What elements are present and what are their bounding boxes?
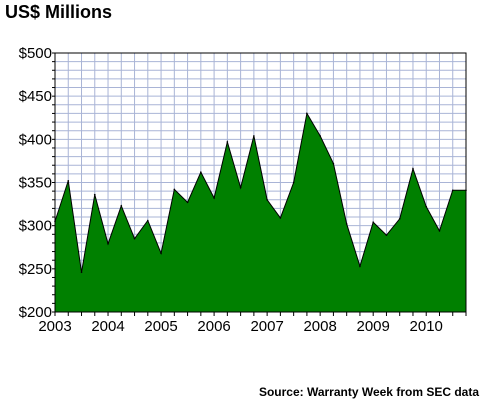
x-tick-label: 2010: [410, 318, 443, 335]
area-fill: [55, 113, 466, 313]
data-point: [93, 193, 96, 196]
y-tick-label: $200: [19, 304, 52, 321]
series-area: [54, 112, 467, 313]
data-point: [120, 205, 123, 207]
data-point: [107, 243, 109, 245]
data-point: [200, 171, 202, 173]
data-point: [253, 135, 255, 137]
x-tick-label: 2004: [91, 318, 124, 335]
x-tick-label: 2007: [250, 318, 283, 335]
y-tick-label: $450: [19, 88, 52, 105]
data-point: [385, 234, 388, 236]
data-point: [239, 186, 242, 189]
x-tick-label: 2006: [197, 318, 230, 335]
data-point: [226, 141, 229, 143]
x-tick-label: 2005: [144, 318, 177, 335]
data-point: [160, 252, 162, 255]
data-point: [80, 271, 83, 274]
x-tick-label: 2003: [38, 318, 71, 335]
data-point: [292, 181, 295, 184]
data-point: [279, 217, 282, 219]
data-point: [398, 217, 401, 220]
axes: [52, 52, 467, 316]
data-point: [345, 223, 348, 225]
data-point: [412, 167, 414, 170]
data-point: [133, 237, 136, 240]
data-point: [147, 219, 149, 222]
data-point: [266, 198, 268, 201]
y-tick-label: $350: [19, 175, 52, 192]
y-tick-label: $400: [19, 131, 52, 148]
source-note: Source: Warranty Week from SEC data: [258, 385, 479, 399]
data-point: [425, 205, 428, 208]
area-outline: [54, 112, 466, 273]
data-point: [438, 230, 441, 232]
data-point: [319, 135, 321, 137]
chart-title: US$ Millions: [5, 2, 113, 22]
x-axis-labels: 2003 2004 2005 2006 2007 2008 2009 2010: [38, 318, 443, 335]
y-tick-label: $250: [19, 261, 52, 278]
y-tick-label: $500: [19, 45, 52, 62]
y-axis-labels: $200 $250 $300 $350 $400 $450 $500: [19, 45, 52, 321]
data-point: [213, 197, 215, 199]
data-point: [67, 179, 70, 182]
y-tick-label: $300: [19, 218, 52, 235]
x-tick-label: 2008: [303, 318, 336, 335]
data-point: [332, 162, 335, 165]
data-point: [173, 188, 176, 191]
data-point: [359, 265, 361, 268]
data-point: [451, 189, 454, 192]
data-point: [186, 201, 189, 204]
data-point: [372, 221, 374, 224]
data-point: [306, 112, 308, 115]
x-tick-label: 2009: [357, 318, 390, 335]
